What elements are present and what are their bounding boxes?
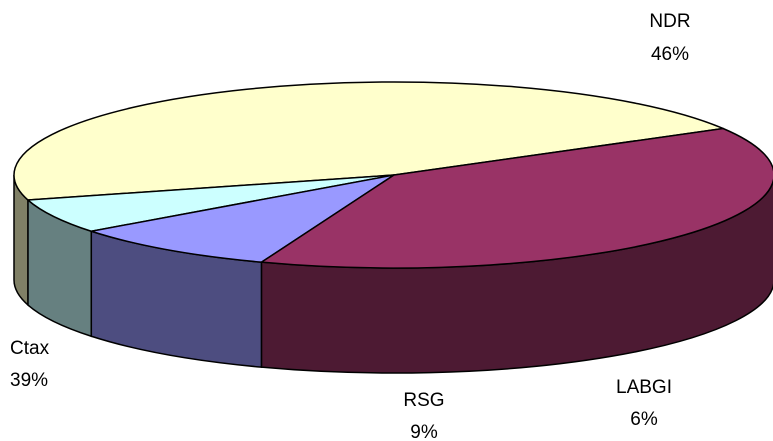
pie-slice-ndr: [13, 81, 724, 201]
pie-slices: [13, 81, 773, 269]
pie-slice-ctax: [260, 127, 773, 269]
label-ctax-name: Ctax: [10, 338, 50, 359]
label-rsg-percent: 9%: [410, 422, 438, 441]
label-rsg-name: RSG: [403, 390, 444, 411]
pie-slice-rsg: [90, 174, 395, 263]
label-ndr-name: NDR: [649, 11, 690, 32]
label-ndr-percent: 46%: [651, 44, 689, 65]
label-labgi-name: LABGI: [616, 377, 672, 398]
label-labgi-percent: 6%: [630, 409, 658, 430]
pie-sides: [13, 174, 773, 374]
pie-slice-labgi: [27, 174, 395, 232]
label-ctax-percent: 39%: [10, 370, 48, 391]
